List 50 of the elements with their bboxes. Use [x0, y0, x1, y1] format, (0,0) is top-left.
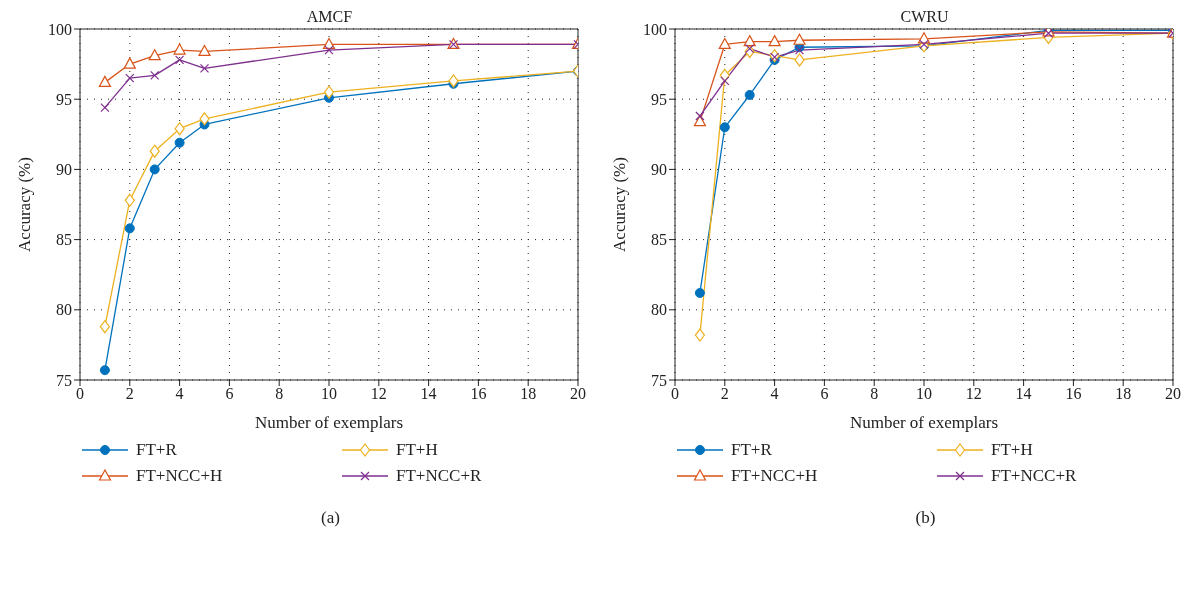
x-tick-label: 2 [720, 385, 729, 403]
x-tick-label: 6 [225, 385, 234, 403]
x-tick-label: 18 [1115, 385, 1132, 403]
x-tick-label: 10 [321, 385, 337, 403]
y-tick-label: 85 [56, 231, 72, 249]
x-tick-label: 16 [1065, 385, 1082, 403]
y-tick-label: 75 [56, 371, 72, 389]
legend-label: FT+H [396, 440, 438, 460]
x-tick-label: 6 [820, 385, 829, 403]
x-tick-label: 14 [1015, 385, 1032, 403]
x-tick-label: 10 [916, 385, 932, 403]
x-tick-label: 20 [570, 385, 586, 403]
y-tick-label: 100 [48, 20, 72, 38]
text: (b) [914, 508, 937, 528]
x-tick-label: 12 [965, 385, 982, 403]
x-tick-label: 0 [76, 385, 84, 403]
legend-label: FT+R [136, 440, 177, 460]
y-axis-title: Accuracy (%) [610, 157, 630, 252]
chart-title: AMCF [306, 8, 353, 25]
y-tick-label: 80 [651, 301, 667, 319]
legend-label: FT+NCC+R [396, 466, 482, 486]
legend-label: FT+H [991, 440, 1033, 460]
y-tick-label: 95 [56, 90, 72, 108]
x-axis-title: Number of exemplars [849, 413, 999, 432]
y-tick-label: 80 [56, 301, 72, 319]
legend-label: FT+R [731, 440, 772, 460]
x-tick-label: 4 [175, 385, 184, 403]
y-tick-label: 100 [643, 20, 667, 38]
x-tick-label: 2 [125, 385, 134, 403]
y-tick-label: 85 [651, 231, 667, 249]
chart-title: CWRU [900, 8, 949, 25]
x-tick-label: 16 [470, 385, 487, 403]
x-tick-label: 12 [370, 385, 387, 403]
x-tick-label: 8 [870, 385, 879, 403]
y-axis-title: Accuracy (%) [15, 157, 35, 252]
legend-label: FT+NCC+H [731, 466, 818, 486]
legend-label: FT+NCC+R [991, 466, 1077, 486]
y-tick-label: 75 [651, 371, 667, 389]
x-tick-label: 14 [420, 385, 437, 403]
y-tick-label: 90 [651, 161, 667, 179]
x-tick-label: 0 [671, 385, 679, 403]
x-axis-title: Number of exemplars [254, 413, 404, 432]
x-tick-label: 4 [770, 385, 779, 403]
text: (a) [320, 508, 341, 528]
legend-label: FT+NCC+H [136, 466, 223, 486]
x-tick-label: 8 [275, 385, 284, 403]
y-tick-label: 95 [651, 90, 667, 108]
x-tick-label: 20 [1165, 385, 1181, 403]
x-tick-label: 18 [520, 385, 537, 403]
y-tick-label: 90 [56, 161, 72, 179]
